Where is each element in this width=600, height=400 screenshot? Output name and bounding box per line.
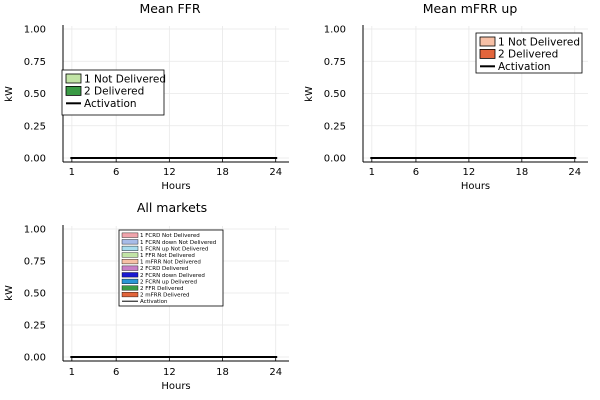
y-tick-label: 0.75 — [24, 57, 46, 68]
legend-label: 1 FFR Not Delivered — [140, 253, 195, 259]
chart-title: Mean mFRR up — [423, 1, 518, 16]
legend-label: 1 Not Delivered — [84, 73, 166, 85]
y-tick-label: 0.25 — [24, 321, 46, 332]
legend-label: Activation — [498, 61, 551, 73]
legend-swatch — [65, 86, 82, 96]
x-axis-label: Hours — [161, 381, 190, 392]
legend-label: 2 FCRN down Delivered — [140, 273, 205, 279]
legend-swatch — [121, 245, 139, 251]
legend-label: 2 Delivered — [498, 49, 558, 61]
y-axis-label: kW — [4, 285, 15, 301]
legend-label: 1 Not Delivered — [498, 36, 580, 48]
legend-swatch — [121, 252, 139, 258]
chart-panel-3: All markets 1 6 12 18 24 0.00 0.25 0.50 0.75 1.00 H… — [4, 200, 289, 392]
legend-swatch — [121, 259, 139, 265]
x-axis-label: Hours — [461, 181, 490, 192]
legend-label: 1 FCRN up Not Delivered — [140, 246, 208, 252]
x-tick-label: 6 — [113, 367, 119, 378]
y-tick-label: 0.50 — [24, 89, 46, 100]
legend-swatch — [121, 292, 139, 298]
x-tick-label: 1 — [369, 167, 375, 178]
chart-title: Mean FFR — [139, 1, 200, 16]
legend-swatch — [121, 239, 139, 245]
y-tick-label: 0.00 — [324, 154, 346, 165]
x-tick-label: 24 — [269, 167, 282, 178]
legend-swatch — [121, 265, 139, 271]
y-tick-label: 0.25 — [24, 121, 46, 132]
x-tick-label: 18 — [216, 167, 229, 178]
legend-swatch — [479, 49, 496, 59]
y-tick-label: 0.25 — [324, 121, 346, 132]
y-tick-label: 0.00 — [24, 154, 46, 165]
y-tick-label: 0.75 — [24, 257, 46, 268]
chart-panel-2: Mean mFRR up 1 6 12 18 24 0.00 0.25 0.50 0.75 1.00… — [304, 1, 588, 192]
legend-swatch — [121, 232, 139, 238]
y-axis-label: kW — [4, 86, 15, 102]
chart-panel-1: Mean FFR 1 6 12 18 24 0.00 0.25 0.50 0.75 1.00 Hour… — [4, 1, 289, 192]
legend-swatch — [121, 278, 139, 284]
y-tick-label: 0.00 — [24, 353, 46, 364]
legend-label: 1 FCRN down Not Delivered — [140, 240, 216, 246]
x-tick-label: 12 — [163, 367, 176, 378]
chart-title: All markets — [137, 200, 207, 215]
legend-label: 1 FCRD Not Delivered — [140, 233, 200, 239]
legend-label: 2 FCRD Delivered — [140, 266, 188, 272]
legend-label: 2 Delivered — [84, 86, 144, 98]
x-tick-label: 18 — [515, 167, 528, 178]
x-tick-label: 24 — [269, 367, 282, 378]
legend-label: 2 FCRN up Delivered — [140, 279, 197, 285]
y-tick-label: 0.75 — [324, 57, 346, 68]
legend-label: Activation — [84, 98, 137, 110]
legend-label: 2 mFRR Delivered — [140, 293, 190, 299]
x-tick-label: 12 — [163, 167, 176, 178]
legend-swatch — [121, 285, 139, 291]
y-tick-label: 0.50 — [324, 89, 346, 100]
x-axis-label: Hours — [161, 181, 190, 192]
legend-label: Activation — [140, 299, 168, 305]
legend-swatch — [121, 272, 139, 278]
x-tick-label: 12 — [463, 167, 476, 178]
x-tick-label: 6 — [413, 167, 419, 178]
x-tick-label: 18 — [216, 367, 229, 378]
x-tick-label: 1 — [69, 167, 75, 178]
x-tick-label: 6 — [113, 167, 119, 178]
x-tick-label: 24 — [568, 167, 581, 178]
legend-label: 1 mFRR Not Delivered — [140, 260, 201, 266]
legend-label: 2 FFR Delivered — [140, 286, 183, 292]
legend-swatch — [479, 36, 496, 47]
y-tick-label: 0.50 — [24, 289, 46, 300]
x-tick-label: 1 — [69, 367, 75, 378]
y-tick-label: 1.00 — [24, 25, 46, 36]
legend-swatch — [65, 73, 82, 84]
y-tick-label: 1.00 — [24, 225, 46, 236]
y-tick-label: 1.00 — [324, 25, 346, 36]
y-axis-label: kW — [304, 86, 315, 102]
